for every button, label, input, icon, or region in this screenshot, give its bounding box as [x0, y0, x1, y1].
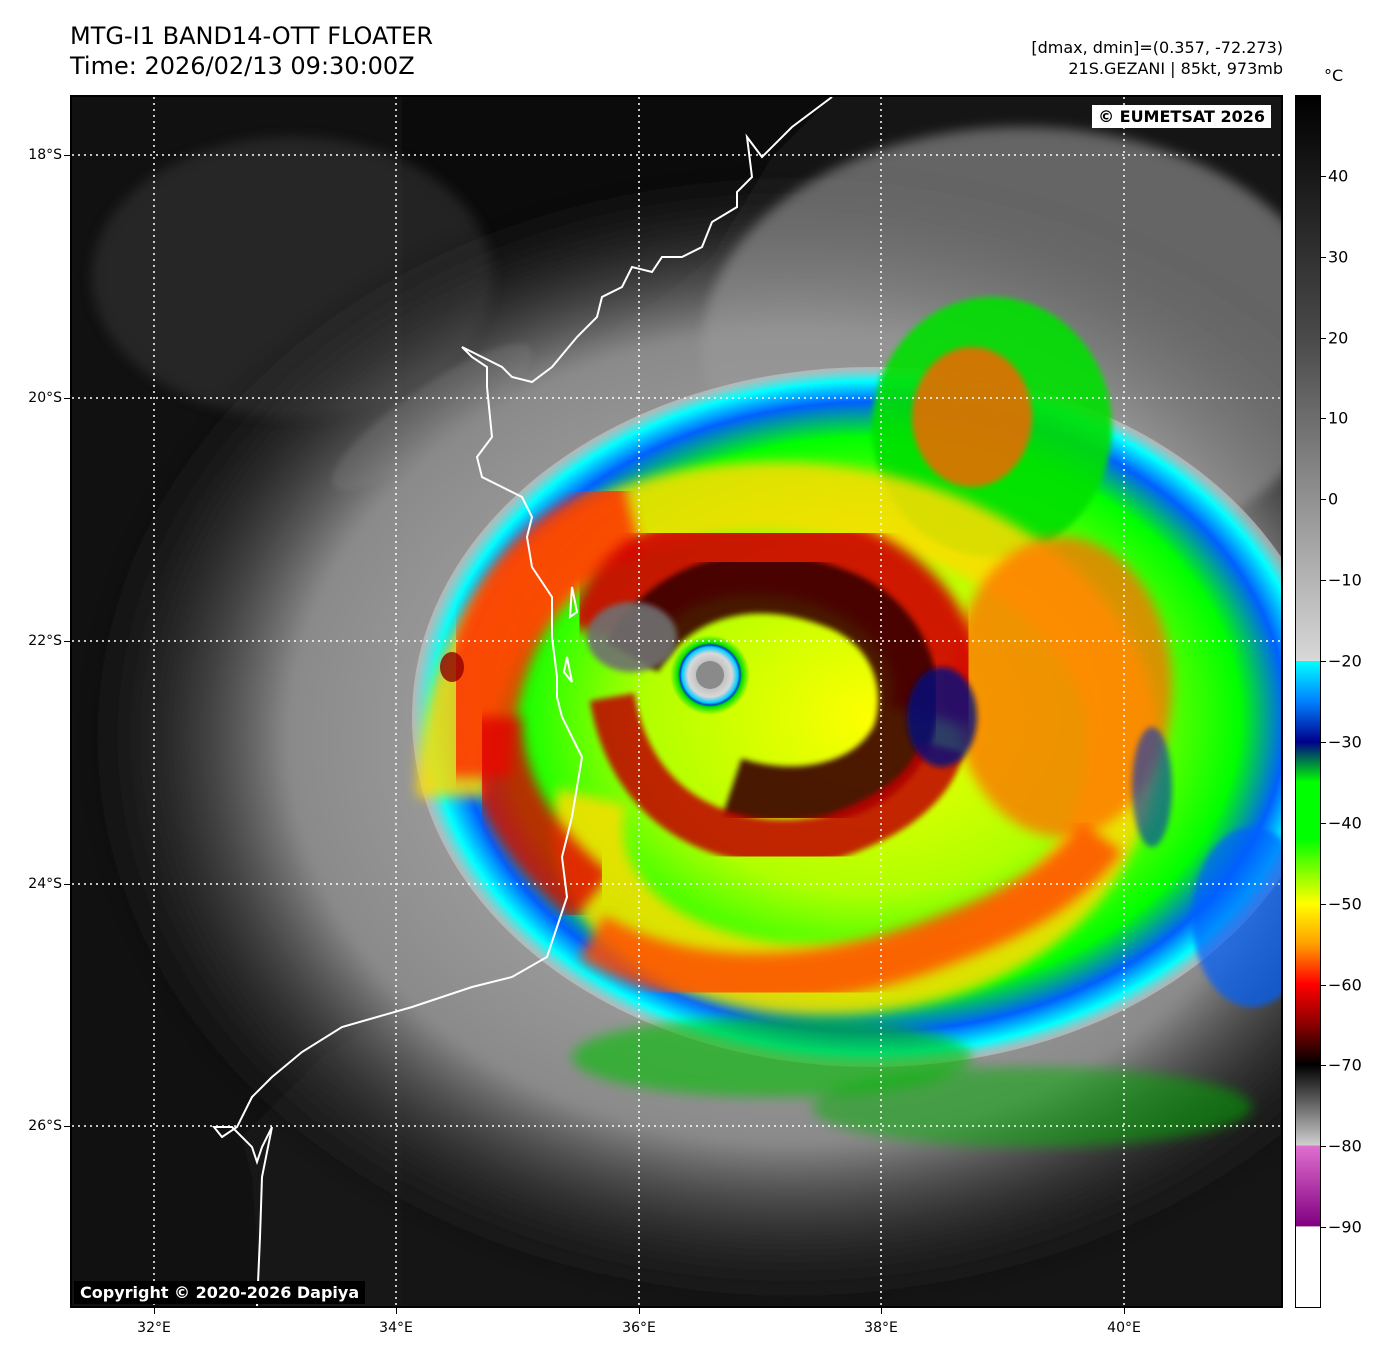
chart-time: Time: 2026/02/13 09:30:00Z: [70, 52, 415, 80]
colorbar-tick-label: 10: [1328, 408, 1349, 428]
colorbar: [1295, 95, 1321, 1308]
colorbar-tick-label: 40: [1328, 166, 1349, 186]
colorbar-tick: [1321, 822, 1326, 824]
colorbar-tick-label: 30: [1328, 247, 1349, 267]
lon-tick: [396, 1308, 397, 1314]
lat-tick: [64, 884, 70, 885]
colorbar-tick: [1321, 661, 1326, 663]
lon-tick: [154, 1308, 155, 1314]
dmax-dmin-label: [dmax, dmin]=(0.357, -72.273): [1031, 38, 1283, 57]
colorbar-tick: [1321, 175, 1326, 177]
lat-tick: [64, 641, 70, 642]
chart-title: MTG-I1 BAND14-OTT FLOATER: [70, 22, 434, 50]
colorbar-tick-label: −40: [1328, 813, 1362, 833]
colorbar-tick-label: −50: [1328, 894, 1362, 914]
eumetsat-credit: © EUMETSAT 2026: [1092, 105, 1271, 128]
lon-tick: [639, 1308, 640, 1314]
colorbar-tick: [1321, 418, 1326, 420]
colorbar-tick-label: −80: [1328, 1136, 1362, 1156]
colorbar-tick-label: −30: [1328, 732, 1362, 752]
colorbar-unit: °C: [1324, 66, 1344, 85]
lat-label-26s: 26°S: [28, 1118, 62, 1134]
colorbar-tick: [1321, 903, 1326, 905]
lat-label-22s: 22°S: [28, 633, 62, 649]
colorbar-tick: [1321, 741, 1326, 743]
lon-label-40e: 40°E: [1107, 1320, 1141, 1336]
colorbar-tick-label: 0: [1328, 489, 1339, 509]
lon-tick: [1124, 1308, 1125, 1314]
colorbar-tick: [1321, 984, 1326, 986]
ir-imagery: [72, 97, 1281, 1306]
colorbar-tick-label: −20: [1328, 651, 1362, 671]
colorbar-tick: [1321, 337, 1326, 339]
colorbar-tick: [1321, 1065, 1326, 1067]
colorbar-tick: [1321, 1146, 1326, 1148]
lat-label-18s: 18°S: [28, 147, 62, 163]
colorbar-tick-label: 20: [1328, 328, 1349, 348]
storm-info-label: 21S.GEZANI | 85kt, 973mb: [1068, 59, 1283, 78]
lon-tick: [881, 1308, 882, 1314]
coastline: [211, 97, 833, 1306]
colorbar-tick: [1321, 1227, 1326, 1229]
colorbar-tick: [1321, 256, 1326, 258]
lat-tick: [64, 1126, 70, 1127]
colorbar-tick-label: −90: [1328, 1217, 1362, 1237]
lon-label-32e: 32°E: [137, 1320, 171, 1336]
dapiya-credit: Copyright © 2020-2026 Dapiya: [74, 1281, 366, 1304]
satellite-map: © EUMETSAT 2026 Copyright © 2020-2026 Da…: [70, 95, 1283, 1308]
lon-label-38e: 38°E: [864, 1320, 898, 1336]
colorbar-tick-label: −60: [1328, 975, 1362, 995]
colorbar-tick-label: −70: [1328, 1055, 1362, 1075]
lat-label-24s: 24°S: [28, 876, 62, 892]
lat-label-20s: 20°S: [28, 390, 62, 406]
colorbar-tick: [1321, 499, 1326, 501]
lat-tick: [64, 398, 70, 399]
colorbar-tick: [1321, 580, 1326, 582]
lat-tick: [64, 155, 70, 156]
lon-label-36e: 36°E: [622, 1320, 656, 1336]
lon-label-34e: 34°E: [379, 1320, 413, 1336]
colorbar-tick-label: −10: [1328, 570, 1362, 590]
